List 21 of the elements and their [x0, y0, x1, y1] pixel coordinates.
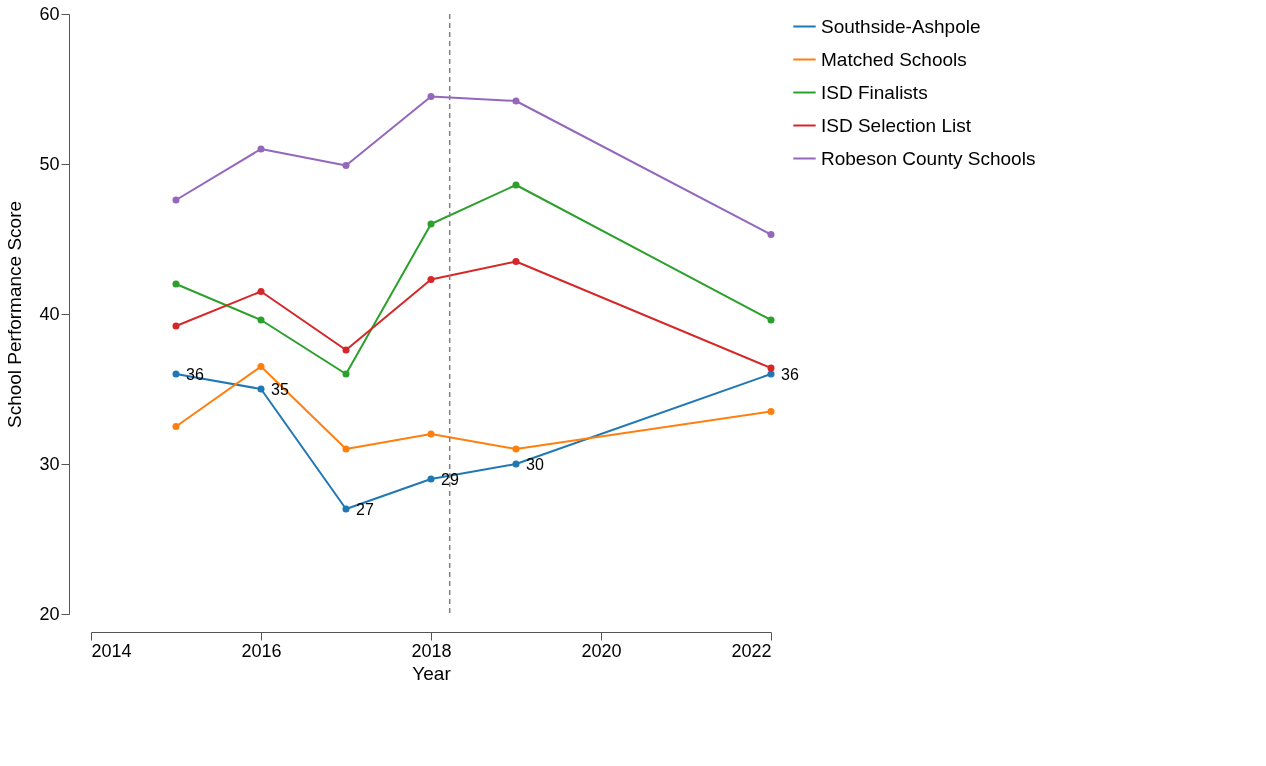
legend-label: Matched Schools — [821, 48, 967, 70]
x-tick-label: 2016 — [241, 640, 282, 661]
legend-label: ISD Selection List — [821, 114, 972, 136]
y-tick-label: 50 — [39, 153, 60, 174]
legend-label: ISD Finalists — [821, 81, 928, 103]
y-tick-label: 30 — [39, 453, 60, 474]
legend-label: Robeson County Schools — [821, 147, 1036, 169]
y-tick-label: 60 — [39, 3, 60, 24]
x-tick-label: 2020 — [581, 640, 622, 661]
data-label: 36 — [781, 366, 799, 383]
y-tick-label: 40 — [39, 303, 60, 324]
y-tick-label: 20 — [39, 603, 60, 624]
data-label: 30 — [526, 456, 544, 473]
x-axis-title: Year — [412, 662, 452, 684]
x-tick-label: 2022 — [731, 640, 772, 661]
legend-label: Southside-Ashpole — [821, 15, 981, 37]
x-tick-label: 2018 — [411, 640, 452, 661]
x-tick-label: 2014 — [91, 640, 132, 661]
data-label: 27 — [356, 501, 374, 518]
data-label: 29 — [441, 471, 459, 488]
y-axis-title: School Performance Score — [4, 200, 26, 429]
